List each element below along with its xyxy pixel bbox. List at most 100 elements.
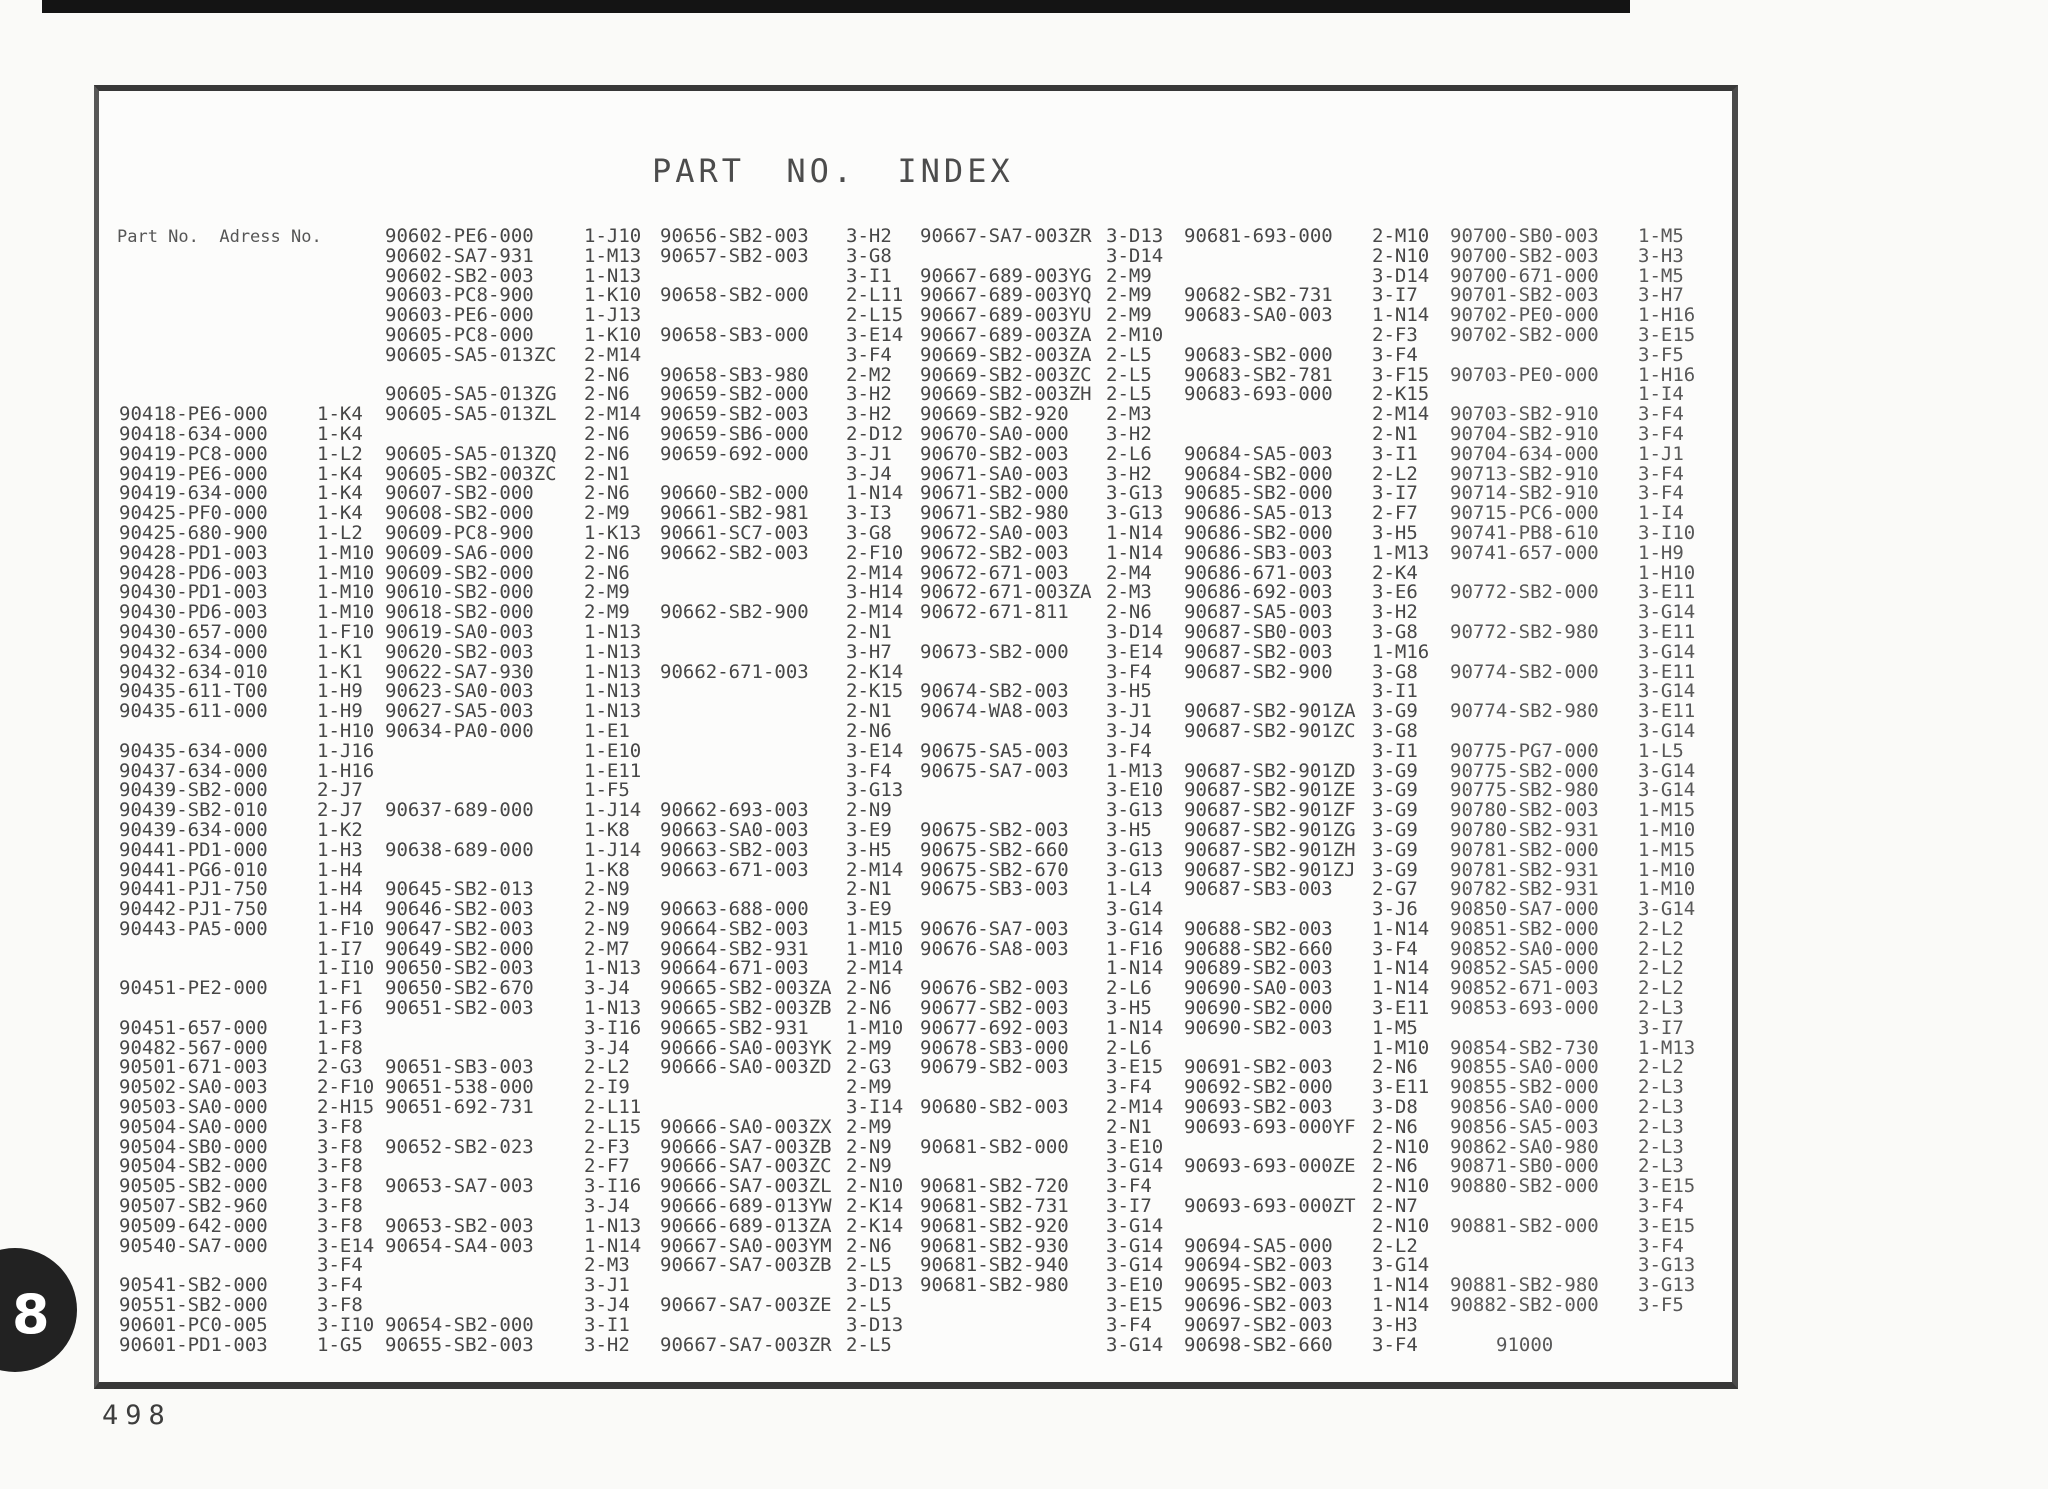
part-no-cell: [1450, 1197, 1638, 1217]
address-cell: 2-N6: [1372, 1155, 1418, 1178]
part-no-cell: 90713-SB2-910: [1450, 462, 1599, 485]
address-cell: 1-N13: [584, 997, 642, 1020]
address-cell: 2-K14: [846, 660, 904, 683]
part-no-cell: 90609-PC8-900: [385, 521, 534, 544]
part-no-cell: 90852-SA5-000: [1450, 957, 1599, 980]
address-cell: 3-E9: [846, 818, 892, 841]
address-cell: 3-E9: [846, 898, 892, 921]
part-no-cell: 90772-SB2-000: [1450, 581, 1599, 604]
part-no-cell: 90637-689-000: [385, 799, 534, 822]
part-no-cell: 90664-SB2-003: [660, 917, 809, 940]
part-no-cell: [1184, 425, 1372, 445]
part-no-cell: 90687-SB2-901ZJ: [1184, 858, 1356, 881]
part-no-cell: 90664-SB2-931: [660, 937, 809, 960]
address-cell: 2-N6: [846, 997, 892, 1020]
address-cell: 3-H2: [1106, 422, 1152, 445]
address-cell: 2-F10: [317, 1076, 375, 1099]
part-no-cell: 90607-SB2-000: [385, 482, 534, 505]
part-no-cell: 90691-SB2-003: [1184, 1056, 1333, 1079]
part-no-cell: 90686-SA5-013: [1184, 502, 1333, 525]
part-no-cell: 90683-693-000: [1184, 383, 1333, 406]
part-no-cell: 90881-SB2-000: [1450, 1214, 1599, 1237]
address-cell: 1-K8: [584, 858, 630, 881]
part-no-cell: 90603-PC8-900: [385, 284, 534, 307]
part-no-cell: [660, 1078, 846, 1098]
part-no-cell: 90684-SB2-000: [1184, 462, 1333, 485]
part-no-cell: 90780-SB2-003: [1450, 799, 1599, 822]
address-cell: 2-F7: [584, 1155, 630, 1178]
address-cell: 2-N1: [1106, 1115, 1152, 1138]
table-row: 90605-SA5-013ZC 2-M14 3-F4 90669-SB2-003ZA 2…: [119, 343, 1759, 366]
address-cell: 1-H9: [1638, 541, 1684, 564]
address-cell: 2-L2: [1638, 1056, 1684, 1079]
address-cell: 2-N6: [584, 442, 630, 465]
address-cell: 3-E15: [1638, 1214, 1696, 1237]
part-no-cell: 90687-SB2-901ZE: [1184, 779, 1356, 802]
address-cell: 1-M10: [317, 561, 375, 584]
address-cell: 3-I1: [1372, 739, 1418, 762]
part-no-cell: [119, 999, 317, 1019]
address-cell: [1638, 1316, 1750, 1336]
address-cell: 1-F6: [317, 997, 363, 1020]
address-cell: [1638, 1336, 1750, 1356]
address-cell: 2-L5: [1106, 343, 1152, 366]
part-no-cell: 90698-SB2-660: [1184, 1333, 1333, 1356]
address-cell: 3-G14: [1638, 640, 1696, 663]
part-no-cell: [119, 267, 317, 287]
table-row: 90502-SA0-003 2-F10 90651-538-000 2-I9 2-M9 3…: [119, 1076, 1759, 1099]
table-row: 90507-SB2-960 3-F8 3-J4 90666-689-013YW 2-K1…: [119, 1195, 1759, 1218]
table-row: 90428-PD1-003 1-M10 90609-SA6-000 2-N6 90662…: [119, 541, 1759, 564]
part-no-cell: 90687-SB3-003: [1184, 878, 1333, 901]
address-cell: 2-L3: [1638, 997, 1684, 1020]
address-cell: 3-H2: [584, 1333, 630, 1356]
part-no-cell: 90681-SB2-000: [920, 1135, 1069, 1158]
part-no-cell: 90715-PC6-000: [1450, 502, 1599, 525]
address-cell: 3-G13: [1638, 1274, 1696, 1297]
part-no-cell: 90665-SB2-003ZB: [660, 997, 832, 1020]
part-no-cell: 90620-SB2-003: [385, 640, 534, 663]
part-no-cell: [1184, 742, 1372, 762]
address-cell: 3-E14: [317, 1234, 375, 1257]
part-no-cell: [920, 1118, 1106, 1138]
part-no-cell: 90609-SB2-000: [385, 561, 534, 584]
address-cell: 2-G3: [846, 1056, 892, 1079]
address-cell: 2-F10: [846, 541, 904, 564]
address-cell: 3-J4: [584, 1036, 630, 1059]
address-cell: 1-N13: [584, 680, 642, 703]
address-cell: 3-F8: [317, 1175, 363, 1198]
address-cell: 3-E14: [1106, 640, 1164, 663]
address-cell: 1-N13: [584, 660, 642, 683]
part-no-cell: [920, 1336, 1106, 1356]
part-no-cell: 90675-SB2-670: [920, 858, 1069, 881]
part-no-cell: 90667-689-003YQ: [920, 284, 1092, 307]
part-no-cell: 90666-689-013YW: [660, 1195, 832, 1218]
address-cell: 1-H9: [317, 700, 363, 723]
address-cell: 2-K15: [846, 680, 904, 703]
part-no-cell: 90696-SB2-003: [1184, 1294, 1333, 1317]
part-no-cell: [1450, 1019, 1638, 1039]
part-no-cell: 90428-PD6-003: [119, 561, 268, 584]
part-no-cell: 90687-SB2-003: [1184, 640, 1333, 663]
table-row: 90439-634-000 1-K2 1-K8 90663-SA0-003 3-E9 90…: [119, 818, 1759, 841]
address-cell: 1-K1: [317, 640, 363, 663]
address-cell: 1-M10: [1372, 1036, 1430, 1059]
part-no-cell: 90541-SB2-000: [119, 1274, 268, 1297]
part-no-cell: 90693-SB2-003: [1184, 1096, 1333, 1119]
address-cell: 1-I4: [1638, 502, 1684, 525]
address-cell: 2-L2: [1638, 937, 1684, 960]
address-cell: 3-E6: [1372, 581, 1418, 604]
address-cell: 1-F3: [317, 1016, 363, 1039]
address-cell: 3-G14: [1638, 719, 1696, 742]
address-cell: 1-I4: [1638, 383, 1684, 406]
part-no-cell: 90603-PE6-000: [385, 304, 534, 327]
part-no-cell: [119, 346, 317, 366]
address-cell: 1-N14: [846, 482, 904, 505]
address-cell: 2-N10: [1372, 244, 1430, 267]
address-cell: 3-F4: [1372, 343, 1418, 366]
address-cell: 3-I3: [846, 502, 892, 525]
thumb-tab-label: 8: [12, 1283, 50, 1346]
part-no-cell: 90700-SB2-003: [1450, 244, 1599, 267]
table-row: 90418-634-000 1-K4 2-N6 90659-SB6-000 2-D12 9…: [119, 422, 1759, 445]
address-cell: 3-G9: [1372, 779, 1418, 802]
part-no-cell: 90862-SA0-980: [1450, 1135, 1599, 1158]
